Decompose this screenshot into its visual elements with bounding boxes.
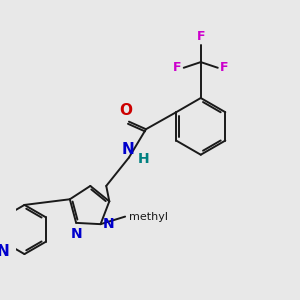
Text: H: H <box>137 152 149 167</box>
Text: N: N <box>102 217 114 231</box>
Text: F: F <box>196 30 205 43</box>
Text: N: N <box>0 244 10 259</box>
Text: F: F <box>173 61 182 74</box>
Text: F: F <box>220 61 228 74</box>
Text: O: O <box>120 103 133 118</box>
Text: N: N <box>70 227 82 241</box>
Text: methyl: methyl <box>129 212 168 222</box>
Text: N: N <box>122 142 134 157</box>
